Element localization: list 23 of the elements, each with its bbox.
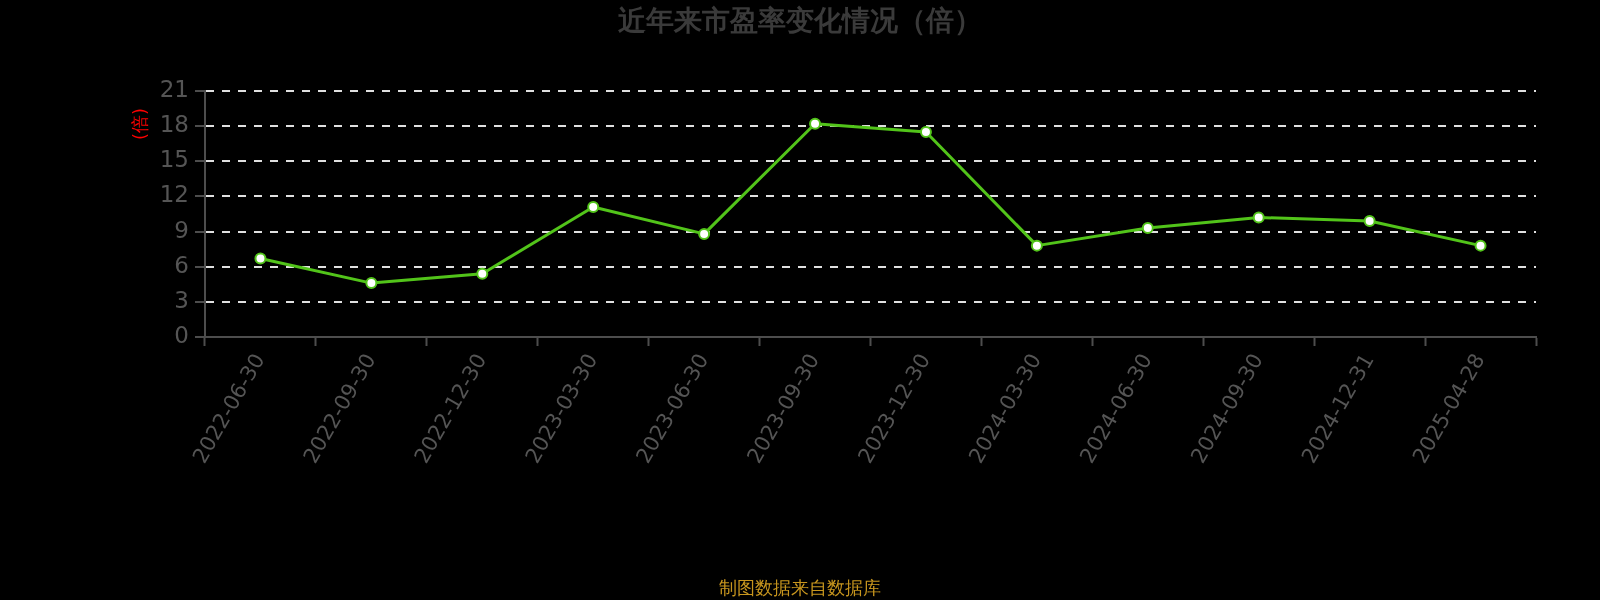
y-tick-label: 9 — [174, 216, 189, 243]
point — [254, 252, 267, 265]
y-tick-label: 15 — [159, 146, 189, 173]
y-tick-label: 3 — [174, 286, 189, 313]
y-tick-label: 21 — [159, 75, 189, 102]
point — [365, 277, 378, 290]
chart-title: 近年来市盈率变化情况（倍） — [618, 4, 982, 38]
point — [476, 267, 489, 280]
point — [698, 227, 711, 240]
point — [809, 117, 822, 130]
point — [1141, 222, 1154, 235]
y-tick-label: 18 — [159, 111, 189, 138]
y-tick-label: 0 — [174, 321, 189, 348]
y-tick-label: 6 — [174, 251, 189, 278]
point — [1474, 239, 1487, 252]
point — [587, 200, 600, 213]
point — [919, 126, 932, 138]
point — [1252, 211, 1265, 224]
y-axis-title: (倍) — [128, 107, 150, 141]
point — [1030, 239, 1043, 252]
point — [1363, 215, 1376, 228]
text: 制图数据来自数据库 — [719, 576, 881, 598]
y-tick-label: 12 — [159, 181, 189, 208]
